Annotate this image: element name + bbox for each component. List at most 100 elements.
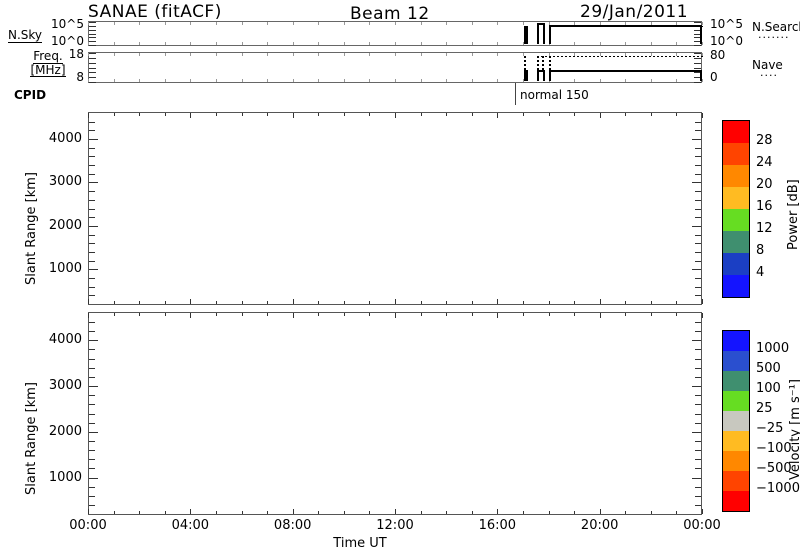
nave-trace	[672, 56, 675, 58]
colorbar-segment	[723, 491, 749, 511]
tick-mark	[292, 313, 294, 318]
velocity-panel[interactable]	[88, 312, 702, 515]
tick-mark	[446, 22, 448, 25]
nave-trace	[632, 56, 635, 58]
tick-mark	[446, 313, 448, 316]
colorbar-tick-label: 16	[756, 199, 773, 214]
nave-trace	[580, 56, 583, 58]
tick-mark	[574, 313, 576, 316]
nave-trace	[584, 56, 587, 58]
tick-mark	[164, 79, 166, 82]
tick-mark	[318, 22, 320, 25]
tick-mark	[702, 42, 703, 45]
colorbar-segment	[723, 231, 749, 253]
tick-mark	[694, 29, 701, 31]
tick-mark	[574, 53, 576, 56]
tick-mark	[695, 234, 701, 236]
xtick-label-5: 20:00	[580, 518, 619, 533]
cpid-label: CPID	[14, 88, 47, 102]
nsearch-trace	[660, 25, 663, 27]
tick-mark	[190, 42, 192, 45]
tick-mark	[215, 301, 217, 304]
tick-mark	[89, 62, 96, 64]
nsearch-trace	[688, 25, 691, 27]
tick-mark	[89, 147, 95, 149]
tick-mark	[395, 509, 396, 514]
nave-label: Nave	[752, 58, 783, 72]
nsearch-trace	[664, 25, 667, 27]
tick-mark	[369, 113, 371, 116]
tick-mark	[650, 79, 652, 82]
power-panel[interactable]	[88, 112, 702, 305]
nsearch-trace	[560, 25, 563, 27]
tick-mark	[369, 511, 371, 514]
tick-mark	[599, 42, 601, 45]
tick-mark	[190, 299, 192, 304]
tick-mark	[692, 386, 701, 388]
nave-trace	[648, 56, 651, 58]
power-colorbar[interactable]	[722, 120, 750, 298]
tick-mark	[695, 191, 701, 193]
tick-mark	[89, 404, 95, 406]
tick-mark	[695, 243, 701, 245]
ytick-label: 4000	[48, 130, 82, 146]
tick-mark	[164, 42, 166, 45]
tick-mark	[522, 301, 524, 304]
tick-mark	[625, 301, 627, 304]
tick-mark	[695, 156, 701, 158]
tick-mark	[369, 313, 371, 316]
tick-mark	[89, 459, 95, 461]
nsearch-trace	[568, 25, 571, 27]
tick-mark	[89, 413, 95, 415]
tick-mark	[548, 113, 550, 116]
nsearch-trace	[604, 25, 607, 27]
freq-panel[interactable]	[88, 52, 702, 83]
nsearch-trace	[668, 25, 671, 27]
tick-mark	[113, 313, 115, 316]
colorbar-segment	[723, 165, 749, 187]
tick-mark	[695, 331, 701, 333]
colorbar-tick-label: 25	[756, 401, 773, 416]
tick-mark	[625, 42, 627, 45]
colorbar-segment	[723, 209, 749, 231]
colorbar-segment	[723, 253, 749, 275]
tick-mark	[625, 113, 627, 116]
tick-mark	[695, 217, 701, 219]
tick-mark	[139, 42, 141, 45]
tick-mark	[676, 53, 678, 56]
tick-mark	[89, 295, 95, 297]
tick-mark	[318, 313, 320, 316]
nave-trace	[552, 56, 555, 58]
tick-mark	[694, 37, 701, 39]
tick-mark	[694, 33, 701, 35]
tick-mark	[497, 22, 499, 25]
nsearch-trace	[644, 25, 647, 27]
tick-mark	[89, 138, 98, 140]
freq-trace	[524, 70, 528, 72]
tick-mark	[522, 79, 524, 82]
tick-mark	[695, 440, 701, 442]
colorbar-segment	[723, 275, 749, 297]
tick-mark	[695, 395, 701, 397]
tick-mark	[164, 511, 166, 514]
tick-mark	[164, 113, 166, 116]
tick-mark	[369, 22, 371, 25]
nsky-trace	[536, 23, 546, 25]
page-title: SANAE (fitACF)	[88, 2, 222, 22]
tick-mark	[89, 25, 96, 27]
freq-trace	[524, 70, 526, 81]
tick-mark	[692, 138, 701, 140]
tick-mark	[267, 511, 269, 514]
velocity-colorbar[interactable]	[722, 330, 750, 512]
tick-mark	[215, 79, 217, 82]
tick-mark	[522, 53, 524, 56]
tick-mark	[420, 79, 422, 82]
tick-mark	[548, 511, 550, 514]
nsearch-trace	[628, 25, 631, 27]
tick-mark	[650, 313, 652, 316]
tick-mark	[89, 234, 95, 236]
tick-mark	[89, 33, 96, 35]
tick-mark	[702, 113, 703, 118]
tick-mark	[695, 165, 701, 167]
tick-mark	[574, 22, 576, 25]
